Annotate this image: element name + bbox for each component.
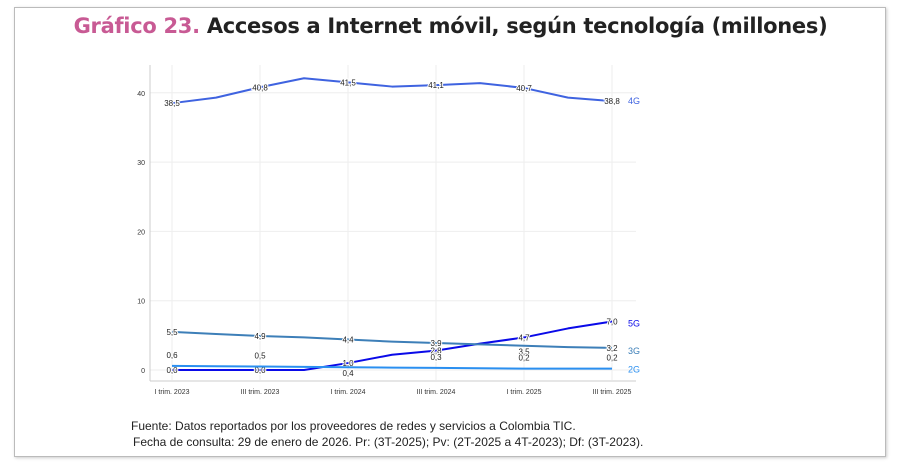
data-label-2G: 0,2 [606, 354, 618, 363]
data-label-4G: 40,8 [252, 83, 268, 92]
data-label-5G: 0,0 [254, 366, 266, 375]
series-legend-4G: 4G [628, 96, 640, 106]
chart-title-text: Accesos a Internet móvil, según tecnolog… [206, 14, 828, 38]
x-tick-label: I trim. 2025 [506, 389, 541, 396]
data-label-4G: 40,7 [516, 84, 532, 93]
data-label-2G: 0,5 [254, 352, 266, 361]
data-label-4G: 38,8 [604, 97, 620, 106]
data-label-3G: 4,9 [254, 332, 266, 341]
source-note: Fuente: Datos reportados por los proveed… [131, 418, 643, 450]
data-label-2G: 0,2 [518, 354, 530, 363]
data-label-5G: 4,7 [518, 333, 530, 342]
data-label-4G: 41,1 [428, 81, 444, 90]
data-label-3G: 4,4 [342, 336, 354, 345]
data-label-5G: 1,0 [342, 359, 354, 368]
data-label-5G: 2,8 [430, 347, 442, 356]
x-tick-label: III trim. 2023 [241, 389, 280, 396]
x-tick-label: III trim. 2025 [593, 389, 632, 396]
y-tick-label: 0 [141, 368, 145, 375]
x-tick-label: III trim. 2024 [417, 389, 456, 396]
data-label-4G: 38,5 [164, 99, 180, 108]
data-label-5G: 7,0 [606, 317, 618, 326]
data-label-2G: 0,6 [166, 351, 178, 360]
chart-title: Gráfico 23. Accesos a Internet móvil, se… [0, 14, 901, 38]
series-legend-5G: 5G [628, 318, 640, 328]
y-tick-label: 40 [137, 91, 145, 98]
consult-date-line: Fecha de consulta: 29 de enero de 2026. … [133, 435, 644, 449]
x-tick-label: I trim. 2023 [154, 389, 189, 396]
data-label-2G: 0,3 [430, 353, 442, 362]
series-legend-3G: 3G [628, 346, 640, 356]
series-line-4G [171, 77, 613, 105]
data-label-5G: 0,0 [166, 366, 178, 375]
chart-number: Gráfico 23. [73, 14, 200, 38]
series-line-2G [171, 364, 612, 370]
data-label-3G: 3,5 [518, 348, 530, 357]
data-label-2G: 0,4 [342, 369, 354, 378]
x-tick-label: I trim. 2024 [330, 389, 365, 396]
y-tick-label: 10 [137, 299, 145, 306]
source-line: Fuente: Datos reportados por los proveed… [131, 419, 576, 433]
series-line-3G [171, 330, 613, 349]
data-label-3G: 3,2 [606, 344, 618, 353]
data-label-4G: 41,5 [340, 78, 356, 87]
series-legend-2G: 2G [628, 365, 640, 375]
data-label-3G: 3,9 [430, 339, 442, 348]
chart-frame [14, 7, 886, 457]
data-label-3G: 5,5 [166, 328, 178, 337]
y-tick-label: 20 [137, 229, 145, 236]
y-tick-label: 30 [137, 160, 145, 167]
